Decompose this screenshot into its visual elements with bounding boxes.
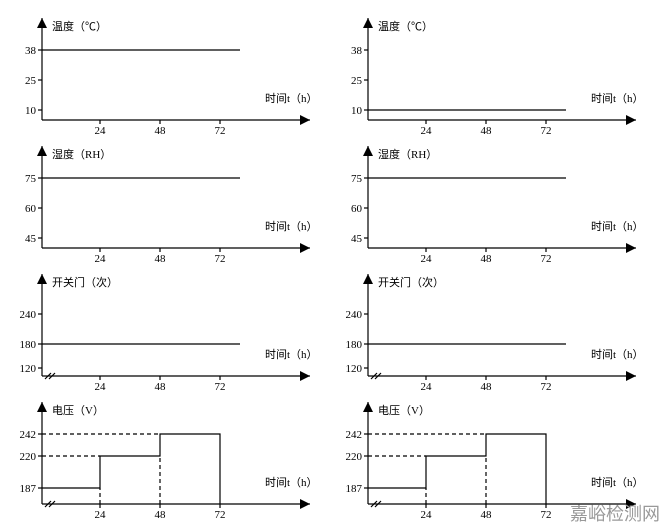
svg-text:72: 72: [215, 381, 226, 393]
chart-title: 电压（V）: [52, 404, 104, 417]
svg-text:60: 60: [351, 203, 363, 215]
chart-title: 湿度（RH）: [52, 147, 111, 161]
svg-text:187: 187: [346, 483, 363, 495]
svg-text:220: 220: [346, 451, 363, 463]
x-axis-label: 时间t（h）: [265, 476, 318, 489]
svg-text:120: 120: [20, 363, 37, 375]
chart-3: 湿度（RH） 45 60 75 24 48 72 时间t（h）: [336, 138, 662, 266]
svg-text:48: 48: [155, 509, 167, 521]
chart-1: 温度（℃） 10 25 38 24 48 72 时间t（h）: [336, 10, 662, 138]
x-axis-label: 时间t（h）: [265, 348, 318, 361]
svg-text:24: 24: [421, 253, 433, 265]
svg-text:48: 48: [155, 125, 167, 137]
svg-text:180: 180: [346, 339, 363, 351]
svg-text:25: 25: [351, 75, 363, 87]
svg-text:10: 10: [25, 105, 37, 117]
chart-title: 温度（℃）: [378, 19, 433, 33]
svg-text:48: 48: [481, 509, 493, 521]
svg-text:48: 48: [481, 253, 493, 265]
svg-text:60: 60: [25, 203, 37, 215]
x-axis-label: 时间t（h）: [591, 476, 644, 489]
svg-text:24: 24: [421, 125, 433, 137]
svg-text:24: 24: [421, 509, 433, 521]
svg-text:45: 45: [351, 233, 363, 245]
x-axis-label: 时间t（h）: [591, 92, 644, 105]
x-axis-label: 时间t（h）: [591, 348, 644, 361]
chart-title: 开关门（次）: [52, 275, 118, 289]
svg-text:48: 48: [481, 125, 493, 137]
chart-grid: 温度（℃） 10 25 38 24 48 72 时间t（h） 温度（℃） 10 25 38 24 48 72…: [10, 10, 662, 522]
svg-text:48: 48: [155, 381, 167, 393]
svg-text:45: 45: [25, 233, 37, 245]
svg-text:187: 187: [20, 483, 37, 495]
chart-title: 开关门（次）: [378, 275, 444, 289]
svg-text:240: 240: [20, 309, 37, 321]
chart-0: 温度（℃） 10 25 38 24 48 72 时间t（h）: [10, 10, 336, 138]
svg-text:72: 72: [215, 253, 226, 265]
chart-5: 开关门（次） 120 180 240 24 48 72 时间t（h）: [336, 266, 662, 394]
svg-text:242: 242: [20, 429, 37, 441]
chart-title: 湿度（RH）: [378, 147, 437, 161]
x-axis-label: 时间t（h）: [591, 220, 644, 233]
svg-text:220: 220: [20, 451, 37, 463]
svg-text:25: 25: [25, 75, 37, 87]
svg-text:24: 24: [95, 509, 107, 521]
chart-6: 电压（V） 187 220 242 24 48 72 时间t（h）: [10, 394, 336, 522]
svg-text:242: 242: [346, 429, 363, 441]
svg-text:72: 72: [541, 509, 552, 521]
svg-text:120: 120: [346, 363, 363, 375]
svg-text:38: 38: [351, 45, 363, 57]
chart-title: 电压（V）: [378, 404, 430, 417]
svg-text:24: 24: [421, 381, 433, 393]
svg-text:72: 72: [215, 509, 226, 521]
svg-text:38: 38: [25, 45, 37, 57]
svg-text:24: 24: [95, 253, 107, 265]
svg-text:48: 48: [155, 253, 167, 265]
svg-text:72: 72: [541, 381, 552, 393]
svg-text:75: 75: [25, 173, 37, 185]
chart-title: 温度（℃）: [52, 19, 107, 33]
svg-text:72: 72: [541, 253, 552, 265]
svg-text:48: 48: [481, 381, 493, 393]
svg-text:10: 10: [351, 105, 363, 117]
x-axis-label: 时间t（h）: [265, 220, 318, 233]
chart-4: 开关门（次） 120 180 240 24 48 72 时间t（h）: [10, 266, 336, 394]
svg-text:72: 72: [541, 125, 552, 137]
svg-text:75: 75: [351, 173, 363, 185]
svg-text:72: 72: [215, 125, 226, 137]
watermark: 嘉峪检测网: [570, 500, 660, 526]
x-axis-label: 时间t（h）: [265, 92, 318, 105]
chart-2: 湿度（RH） 45 60 75 24 48 72 时间t（h）: [10, 138, 336, 266]
svg-text:240: 240: [346, 309, 363, 321]
svg-text:24: 24: [95, 381, 107, 393]
svg-text:24: 24: [95, 125, 107, 137]
svg-text:180: 180: [20, 339, 37, 351]
